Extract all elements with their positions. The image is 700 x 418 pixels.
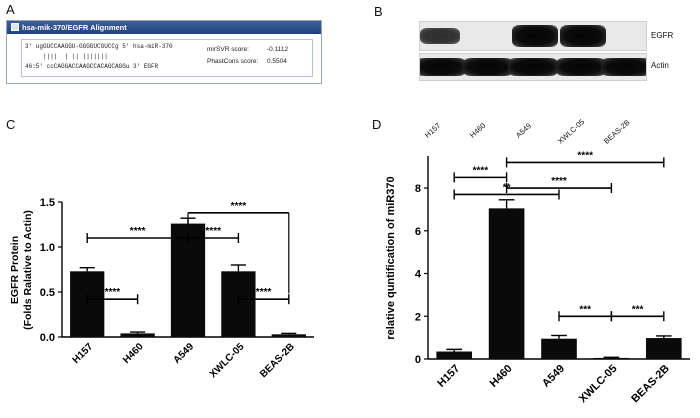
alignment-line-pairs: |||| | || |||||||	[25, 53, 108, 60]
significance-label: ****	[205, 226, 221, 237]
significance-label: ***	[579, 304, 591, 315]
bar	[436, 351, 473, 359]
blot-lane-label: H460	[468, 120, 488, 140]
x-tick-label: BEAS-2B	[629, 363, 672, 406]
y-tick-label: 0.0	[40, 332, 55, 344]
x-tick-label: A549	[540, 363, 567, 390]
panel-label-d: D	[372, 117, 382, 132]
blot-strip-egfr	[419, 21, 647, 51]
y-axis-label: (Folds Ralative to Actin)	[22, 210, 34, 330]
significance-label: ****	[231, 201, 247, 212]
mirsvr-label: mirSVR score:	[207, 46, 249, 53]
blot-band-actin	[556, 58, 606, 76]
significance-label: ****	[473, 165, 489, 176]
alignment-header: hsa-mik-370/EGFR Alignment	[7, 21, 321, 34]
significance-label: ****	[130, 226, 146, 237]
x-tick-label: XWLC-05	[208, 341, 247, 380]
x-tick-label: BEAS-2B	[258, 341, 297, 380]
alignment-content: 3' ugGUCCAAGGU-GGGGUCGUCCg 5' hsa-miR-37…	[21, 39, 313, 77]
significance-label: ***	[632, 304, 644, 315]
y-tick-label: 1.0	[40, 242, 55, 254]
bar	[593, 357, 630, 359]
blot-lane-label: A549	[514, 121, 534, 140]
x-tick-label: H157	[71, 341, 96, 366]
x-tick-label: H460	[488, 363, 515, 390]
blot-band-actin	[463, 58, 513, 76]
blot-strip-actin	[419, 53, 647, 81]
bar	[541, 338, 577, 359]
x-tick-label: XWLC-05	[577, 363, 620, 406]
blot-lane-label: H157	[423, 120, 443, 140]
y-tick-label: 1.5	[40, 197, 55, 209]
x-tick-label: A549	[171, 341, 196, 366]
blot-band-actin	[508, 58, 558, 76]
panel-label-c: C	[6, 117, 16, 132]
window-icon	[11, 23, 19, 31]
significance-label: ****	[105, 287, 121, 298]
bar	[120, 333, 155, 337]
western-blot-panel: EGFR Actin H157 H460 A549 XWLC-05 BEAS-2…	[419, 21, 673, 151]
y-tick-label: 6	[415, 226, 421, 238]
panel-label-a: A	[6, 2, 15, 17]
bar	[645, 338, 682, 359]
y-tick-label: 2	[415, 311, 421, 323]
mirsvr-value: -0.1112	[267, 46, 289, 53]
chart-panel-c: 0.0 0.5 1.0 1.5 H157 H460 A549 XWLC-05 BEAS-2B **…	[9, 197, 314, 380]
phastcons-label: PhastCons score:	[207, 58, 259, 65]
y-tick-label: 0.5	[40, 287, 55, 299]
x-tick-label: H460	[121, 341, 146, 366]
y-tick-label: 8	[415, 183, 421, 195]
blot-band-egfr	[420, 27, 460, 45]
bar	[271, 334, 306, 337]
blot-band-egfr	[560, 25, 606, 47]
significance-label: **	[503, 182, 511, 193]
phastcons-value: 0.5504	[267, 58, 287, 65]
blot-band-egfr	[512, 25, 558, 47]
significance-label: ****	[256, 287, 272, 298]
alignment-line-target: 46:5' ccCAGGACCAAGCCACAGCAGGu 3' EGFR	[25, 63, 159, 70]
panel-label-b: B	[374, 4, 383, 19]
blot-band-actin	[601, 58, 646, 76]
significance-label: ****	[577, 150, 593, 161]
alignment-line-mirna: 3' ugGUCCAAGGU-GGGGUCGUCCg 5' hsa-miR-37…	[25, 43, 173, 50]
bar	[488, 208, 525, 359]
y-tick-label: 0	[415, 354, 421, 366]
y-tick-label: 4	[415, 269, 422, 281]
y-axis-label: EGFR Protein	[9, 236, 21, 304]
blot-row-label-egfr: EGFR	[651, 31, 674, 40]
significance-label: ****	[551, 176, 567, 187]
alignment-title: hsa-mik-370/EGFR Alignment	[22, 23, 127, 32]
x-tick-label: H157	[435, 363, 462, 390]
blot-band-actin	[420, 58, 466, 76]
alignment-panel: hsa-mik-370/EGFR Alignment 3' ugGUCCAAGG…	[6, 20, 322, 84]
y-axis-label: relative quntification of miR370	[385, 176, 397, 339]
blot-row-label-actin: Actin	[651, 61, 669, 70]
